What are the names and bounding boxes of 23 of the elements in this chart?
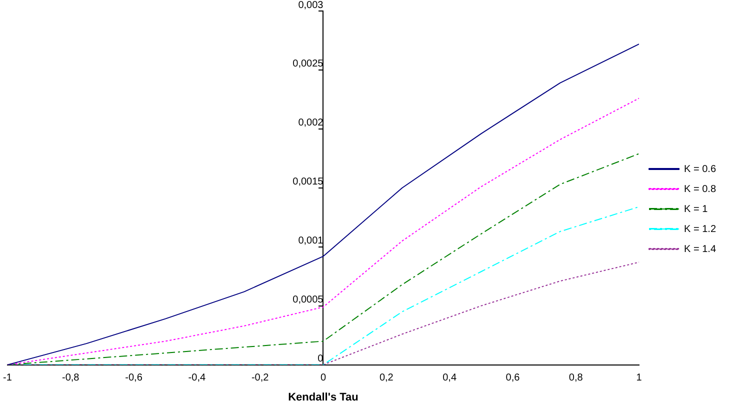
legend-label: K = 1.2 xyxy=(684,224,716,235)
x-tick-label: -0,4 xyxy=(188,372,206,384)
legend-label: K = 0.8 xyxy=(684,184,716,195)
x-tick-label: 0,6 xyxy=(506,372,520,384)
y-tick-label: 0,001 xyxy=(298,236,324,247)
x-tick-label: -0,2 xyxy=(251,372,270,384)
x-axis-title: Kendall's Tau xyxy=(288,391,358,404)
y-tick-label: 0,003 xyxy=(298,0,324,11)
y-tick-label: 0,0015 xyxy=(292,176,324,188)
x-tick-label: -0,8 xyxy=(62,372,80,384)
y-tick-label: 0 xyxy=(318,354,324,365)
x-tick-label: -0,6 xyxy=(125,372,143,384)
y-tick-label: 0,0025 xyxy=(292,58,324,70)
x-tick-label: 0,2 xyxy=(379,372,394,384)
x-tick-label: -1 xyxy=(2,372,12,384)
y-tick-label: 0,0005 xyxy=(292,294,324,306)
y-tick-label: 0,002 xyxy=(298,118,324,129)
legend-label: K = 1 xyxy=(684,204,708,215)
x-tick-label: 1 xyxy=(636,372,642,384)
legend-label: K = 0.6 xyxy=(684,164,716,175)
x-tick-label: 0,4 xyxy=(442,372,457,384)
legend-label: K = 1.4 xyxy=(684,244,716,255)
x-tick-label: 0,8 xyxy=(568,372,584,384)
